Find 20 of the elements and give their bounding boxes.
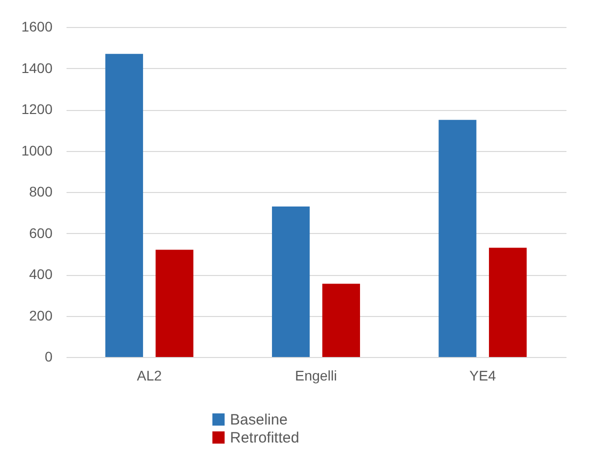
y-tick-label: 600 [29,224,53,241]
y-tick-label: 1600 [21,18,53,34]
bar [322,284,360,357]
x-tick-label: AL2 [136,368,162,384]
bar [438,120,476,357]
y-tick-label: 1400 [21,60,53,76]
bar [488,248,527,357]
y-tick-label: 1000 [21,142,53,158]
y-tick-label: 0 [44,348,53,364]
y-tick-label: 800 [29,184,53,200]
y-tick-label: 1200 [21,101,53,117]
legend-label: Retrofitted [230,430,300,446]
x-tick-label: Engelli [294,368,338,384]
y-tick-label: 200 [29,307,53,324]
x-tick-label: YE4 [469,368,496,384]
bar [156,250,194,357]
y-tick-label: 400 [29,266,53,282]
bar [272,206,310,357]
legend-label: Baseline [230,412,288,428]
bar [105,54,144,357]
